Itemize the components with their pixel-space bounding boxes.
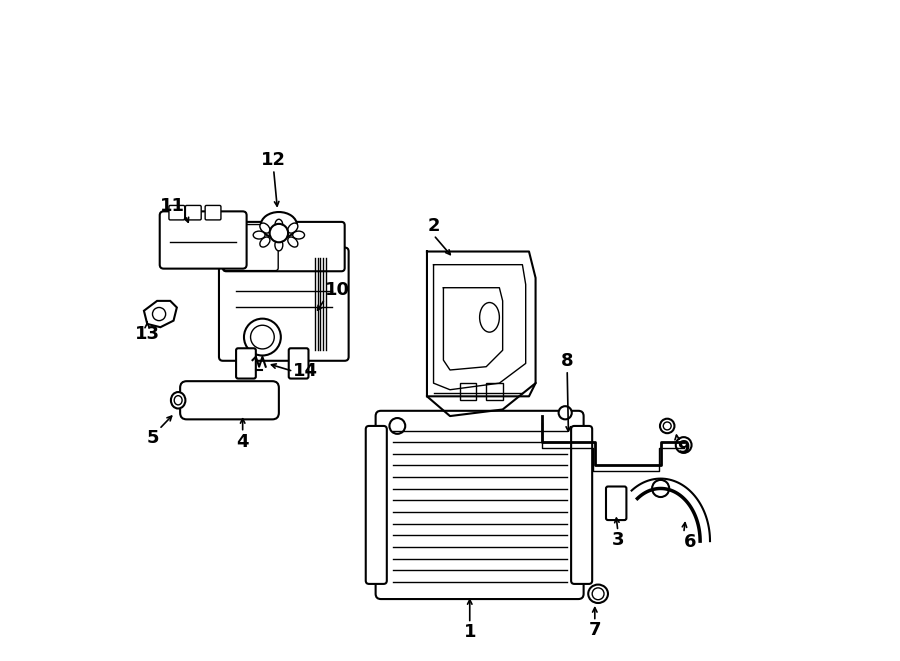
Polygon shape — [144, 301, 176, 327]
Ellipse shape — [260, 223, 270, 233]
FancyBboxPatch shape — [159, 212, 247, 268]
Bar — [486, 383, 503, 400]
Text: 3: 3 — [612, 531, 624, 549]
Text: 4: 4 — [237, 432, 249, 451]
Text: 11: 11 — [160, 198, 185, 215]
Circle shape — [652, 480, 670, 497]
Ellipse shape — [480, 303, 500, 332]
Ellipse shape — [171, 392, 185, 408]
Text: 12: 12 — [261, 151, 286, 169]
Ellipse shape — [274, 219, 283, 231]
FancyBboxPatch shape — [236, 348, 256, 379]
Text: 1: 1 — [464, 623, 476, 641]
Text: 5: 5 — [147, 429, 159, 447]
Ellipse shape — [260, 237, 270, 247]
FancyBboxPatch shape — [223, 222, 345, 271]
FancyBboxPatch shape — [606, 486, 626, 520]
FancyBboxPatch shape — [375, 410, 583, 599]
FancyBboxPatch shape — [169, 206, 184, 220]
Ellipse shape — [660, 418, 674, 433]
FancyBboxPatch shape — [572, 426, 592, 584]
Circle shape — [270, 224, 288, 243]
Ellipse shape — [663, 422, 671, 430]
Ellipse shape — [274, 239, 283, 251]
Ellipse shape — [261, 212, 297, 239]
Bar — [460, 383, 476, 400]
FancyBboxPatch shape — [185, 206, 202, 220]
Text: 9: 9 — [677, 439, 689, 457]
Ellipse shape — [592, 588, 604, 600]
Circle shape — [559, 407, 572, 419]
Ellipse shape — [292, 231, 304, 239]
Circle shape — [250, 325, 274, 349]
Text: 2: 2 — [428, 217, 440, 235]
Text: 13: 13 — [135, 325, 159, 343]
Circle shape — [676, 437, 691, 453]
FancyBboxPatch shape — [205, 206, 220, 220]
Text: 6: 6 — [684, 533, 697, 551]
Ellipse shape — [288, 223, 298, 233]
Text: 7: 7 — [589, 621, 601, 639]
Text: 14: 14 — [293, 362, 319, 380]
FancyBboxPatch shape — [223, 225, 278, 270]
Ellipse shape — [175, 396, 182, 405]
Ellipse shape — [288, 237, 298, 247]
Circle shape — [152, 307, 166, 321]
Circle shape — [244, 319, 281, 356]
Circle shape — [390, 418, 405, 434]
Ellipse shape — [253, 231, 265, 239]
Text: 8: 8 — [561, 352, 573, 370]
Text: 10: 10 — [325, 281, 350, 299]
FancyBboxPatch shape — [180, 381, 279, 419]
FancyBboxPatch shape — [365, 426, 387, 584]
FancyBboxPatch shape — [219, 248, 348, 361]
FancyBboxPatch shape — [289, 348, 309, 379]
Ellipse shape — [589, 584, 608, 603]
